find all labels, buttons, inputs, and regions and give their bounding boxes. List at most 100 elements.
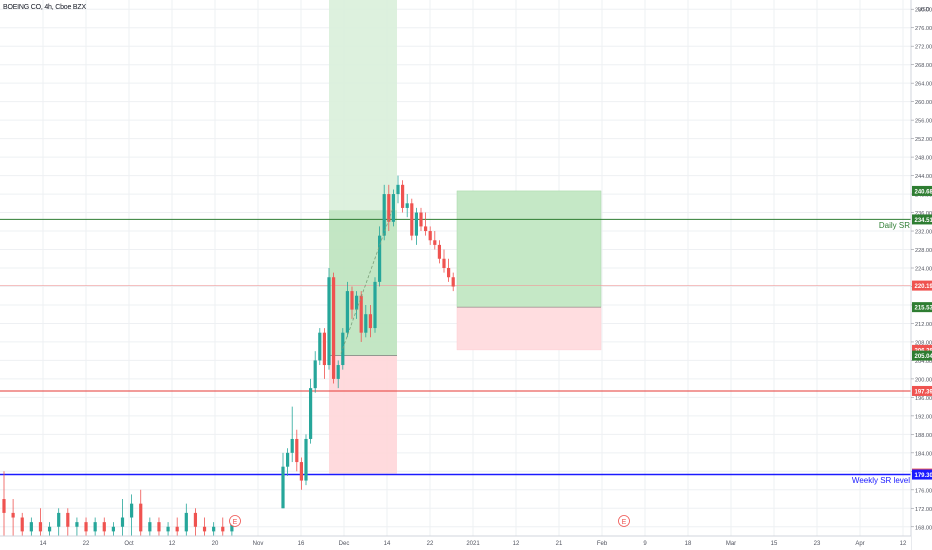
position-2-target-zone [456,190,602,308]
price-badge [912,302,932,313]
price-badge [912,185,932,196]
candle-body [322,332,326,366]
candle-body [175,526,179,532]
weekly-sr-label: Weekly SR level [851,475,910,485]
time-tick-label: 14 [40,541,47,547]
candle-body [414,212,418,236]
earnings-marker-icon [618,515,630,527]
candle-body [359,295,363,333]
price-tick-label: 272.00 [915,45,932,51]
symbol-title: BOEING CO, 4h, Cboe BZX [3,4,86,11]
candle-body [29,522,33,532]
candle-body [327,277,331,366]
price-tick-label: 276.00 [915,26,932,32]
candle-body [387,194,391,222]
candle-body [378,235,382,282]
price-tick-label: 264.00 [915,82,932,88]
candle-body [2,499,6,513]
price-badge-label: 205.04 [915,354,932,360]
candle-body [221,526,225,532]
candle-body [405,203,409,208]
candle-body [286,452,290,467]
candle-body [120,517,125,527]
candle-body [373,281,377,329]
currency-label: USD [918,7,930,13]
price-tick-label: 184.00 [915,451,932,457]
candle-body [157,522,161,532]
candle-body [401,184,405,208]
price-tick-label: 244.00 [915,174,932,180]
candle-body [428,231,432,241]
candle-body [368,314,372,329]
candle-body [419,212,423,227]
time-tick-label: Mar [726,541,736,547]
price-tick-label: 268.00 [915,63,932,69]
price-badge-label: 240.68 [915,189,932,195]
time-tick-label: 22 [427,541,434,547]
price-badge-label: 220.19 [915,284,932,290]
time-tick-label: 12 [169,541,176,547]
candle-body [332,277,336,379]
candle-body [313,360,317,389]
time-axis-background [0,536,911,550]
price-axis-background [911,0,932,550]
price-badge [912,469,932,480]
candle-body [304,438,308,481]
price-badge [912,214,932,225]
price-tick-label: 172.00 [915,507,932,513]
price-tick-label: 260.00 [915,100,932,106]
price-badge-label: 197.39 [915,389,932,395]
position-2-stop-zone [456,306,602,351]
candle-body [451,277,455,287]
earnings-marker-label: E [233,519,238,526]
candle-body [166,526,170,532]
candle-body [442,258,446,268]
time-tick-label: Oct [124,541,134,547]
candle-body [447,268,451,278]
price-tick-label: 176.00 [915,488,932,494]
candle-body [424,226,428,232]
price-tick-label: 232.00 [915,230,932,236]
candle-body [437,244,441,259]
price-tick-label: 208.00 [915,340,932,346]
price-badge [912,344,932,355]
price-tick-label: 252.00 [915,137,932,143]
candle-body [364,314,368,333]
candle-body [102,522,106,532]
time-tick-label: 2021 [466,541,480,547]
candle-body [350,291,354,310]
price-tick-label: 256.00 [915,119,932,125]
candle-body [230,522,234,532]
candle-body [299,462,303,481]
price-badge [912,385,932,396]
candle-body [318,332,322,361]
candle-body [84,522,88,532]
candle-body [111,526,115,532]
position-1-path-line [340,207,394,354]
position-1-stop-zone [329,355,397,474]
price-badge-label: 215.53 [915,306,932,312]
time-tick-label: 14 [384,541,391,547]
candle-body [410,203,414,236]
time-tick-label: 21 [556,541,563,547]
time-tick-label: 15 [771,541,778,547]
candle-body [130,503,134,518]
time-tick-label: Feb [597,541,608,547]
candle-body [341,332,345,366]
price-tick-label: 228.00 [915,248,932,254]
price-tick-label: 280.00 [915,8,932,14]
time-tick-label: 12 [513,541,520,547]
candle-body [148,522,152,532]
price-tick-label: 248.00 [915,156,932,162]
price-badge [912,350,932,361]
candle-body [212,526,216,532]
price-badge [912,280,932,291]
candle-body [47,526,52,532]
candle-body [57,512,61,527]
time-tick-label: Dec [339,541,350,547]
candle-body [66,512,70,527]
candle-body [355,295,359,310]
position-1-filled-zone [329,210,397,356]
